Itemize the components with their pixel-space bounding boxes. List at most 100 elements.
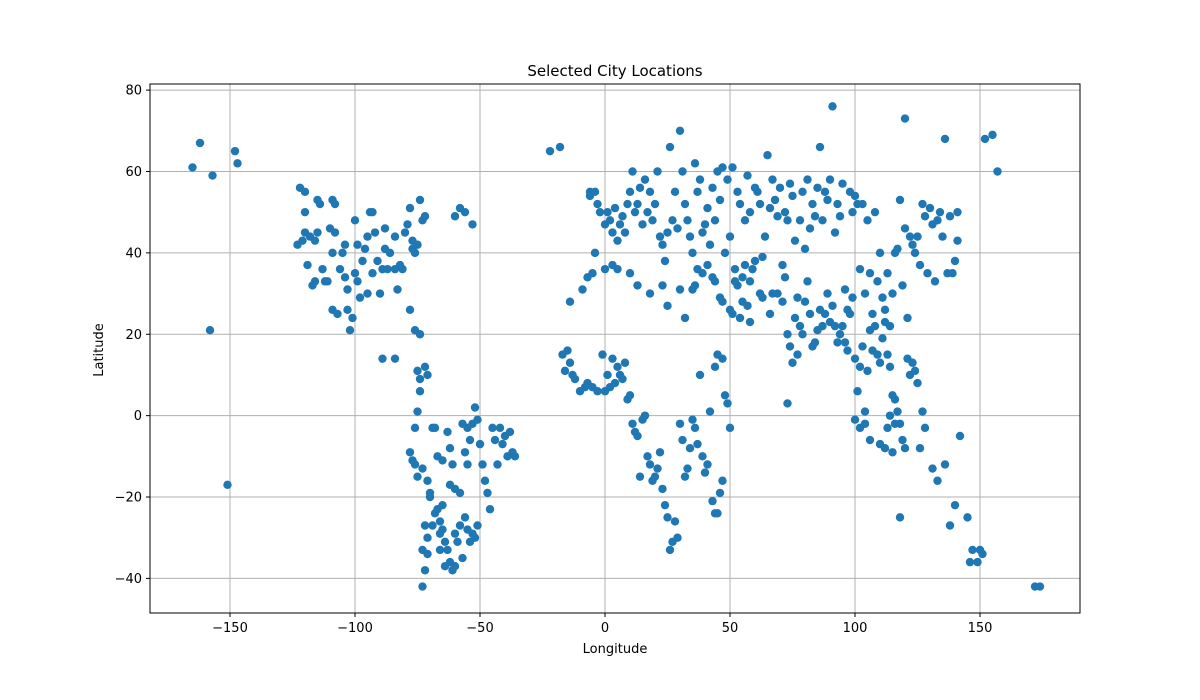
city-point	[620, 358, 630, 367]
city-point	[353, 277, 362, 286]
city-point	[498, 439, 507, 449]
city-point	[333, 309, 342, 319]
city-point	[323, 277, 332, 286]
city-point	[343, 285, 352, 294]
city-point	[403, 220, 412, 229]
city-point	[435, 517, 445, 526]
city-point	[763, 151, 772, 160]
city-point	[435, 529, 445, 538]
city-point	[470, 403, 480, 412]
city-point	[625, 187, 635, 197]
city-point	[760, 232, 770, 241]
city-point	[680, 313, 690, 323]
city-point	[940, 460, 950, 469]
city-point	[860, 407, 870, 416]
city-point	[410, 248, 420, 258]
city-point	[690, 281, 700, 290]
city-point	[805, 224, 815, 233]
city-point	[700, 220, 710, 229]
city-point	[410, 423, 420, 433]
city-point	[913, 378, 922, 388]
city-point	[843, 346, 852, 355]
city-point	[743, 301, 752, 310]
city-point	[688, 415, 697, 424]
city-point	[718, 354, 727, 363]
x-tick-label: 100	[843, 621, 868, 636]
city-point	[908, 358, 917, 367]
city-point	[328, 248, 337, 258]
city-point	[440, 562, 450, 571]
city-point	[348, 313, 357, 323]
city-point	[635, 183, 645, 192]
city-point	[398, 264, 407, 274]
city-point	[415, 374, 425, 384]
city-point	[780, 273, 790, 282]
city-point	[615, 220, 625, 229]
city-point	[788, 191, 797, 201]
city-point	[370, 228, 380, 237]
city-point	[415, 387, 425, 396]
city-point	[778, 260, 787, 270]
city-point	[773, 212, 782, 221]
city-point	[458, 553, 467, 563]
city-point	[418, 464, 427, 473]
city-point	[790, 236, 800, 245]
city-point	[808, 199, 817, 209]
city-point	[633, 431, 642, 441]
city-point	[870, 321, 880, 331]
city-point	[663, 513, 672, 522]
city-point	[413, 472, 422, 481]
city-point	[715, 488, 725, 498]
city-point	[765, 203, 775, 213]
city-point	[748, 264, 757, 274]
city-point	[330, 228, 340, 237]
city-point	[363, 289, 372, 298]
city-point	[610, 378, 620, 388]
city-point	[823, 289, 832, 298]
city-point	[593, 387, 602, 396]
city-point	[833, 199, 842, 209]
city-point	[645, 289, 655, 298]
city-point	[350, 216, 360, 225]
city-point	[923, 269, 932, 278]
city-point	[950, 256, 960, 266]
city-point	[418, 582, 427, 591]
city-point	[330, 199, 340, 209]
city-point	[648, 216, 657, 225]
city-point	[680, 199, 690, 209]
city-point	[195, 138, 205, 148]
city-point	[690, 159, 700, 168]
city-point	[790, 313, 800, 323]
city-point	[233, 159, 242, 168]
city-point	[625, 391, 635, 400]
city-point	[378, 354, 387, 363]
city-point	[840, 338, 850, 347]
city-point	[718, 476, 727, 485]
city-point	[915, 260, 925, 270]
city-point	[880, 443, 890, 453]
city-point	[665, 545, 675, 555]
city-point	[413, 366, 422, 376]
city-point	[678, 435, 687, 445]
city-point	[948, 269, 957, 278]
city-point	[955, 431, 965, 441]
city-point	[363, 232, 372, 241]
city-point	[660, 256, 670, 266]
city-point	[375, 289, 385, 298]
city-point	[630, 207, 640, 217]
city-point	[608, 354, 617, 363]
city-point	[653, 167, 662, 176]
city-point	[863, 366, 872, 376]
city-point	[430, 423, 440, 433]
city-point	[565, 358, 575, 367]
city-point	[880, 305, 890, 315]
city-point	[768, 175, 777, 184]
city-point	[310, 236, 320, 245]
city-point	[625, 269, 635, 278]
city-point	[930, 277, 940, 286]
city-point	[650, 199, 660, 209]
city-point	[863, 216, 872, 225]
city-point	[700, 468, 710, 477]
chart-title: Selected City Locations	[527, 62, 702, 80]
